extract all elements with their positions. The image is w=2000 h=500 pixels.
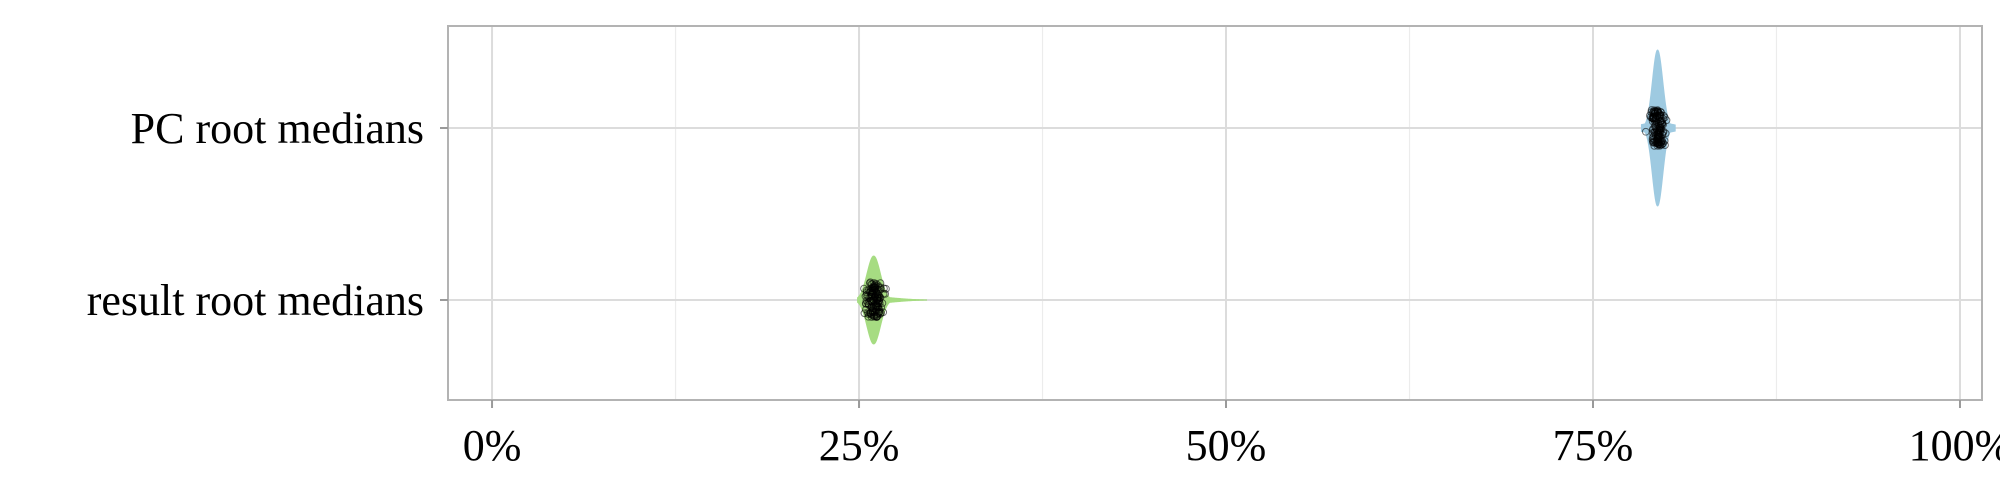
data-point	[1655, 109, 1664, 118]
data-point	[1657, 119, 1666, 128]
plot-panel-border	[447, 25, 1983, 401]
data-point	[866, 297, 875, 305]
data-point	[868, 288, 876, 297]
data-point	[866, 278, 875, 287]
x-tick-label: 100%	[1909, 421, 2000, 470]
data-point	[1653, 107, 1662, 116]
data-point	[1656, 108, 1665, 117]
data-point	[864, 300, 873, 309]
data-point	[876, 293, 885, 302]
data-point	[1651, 114, 1660, 123]
violin-shape	[857, 255, 928, 345]
data-point	[877, 303, 886, 312]
data-point	[862, 288, 871, 297]
category-label: result root medians	[87, 276, 424, 325]
y-axis: PC root medians result root medians	[87, 104, 448, 325]
data-point	[1651, 124, 1660, 132]
data-point	[1652, 128, 1660, 136]
x-axis: 0% 25% 50% 75% 100%	[463, 400, 2000, 470]
x-tick-label: 50%	[1186, 421, 1267, 470]
x-tick-label: 25%	[819, 421, 900, 470]
data-point	[870, 279, 878, 287]
x-tick-label: 0%	[463, 421, 522, 470]
data-point	[879, 284, 888, 293]
grid-layer	[448, 26, 1982, 400]
data-point	[864, 312, 873, 321]
category-label: PC root medians	[131, 104, 424, 153]
data-point	[871, 311, 880, 320]
points-layer	[860, 106, 1671, 322]
x-tick-label: 75%	[1553, 421, 1634, 470]
data-point	[1641, 127, 1650, 136]
data-point	[1654, 140, 1663, 149]
data-point	[871, 303, 880, 312]
